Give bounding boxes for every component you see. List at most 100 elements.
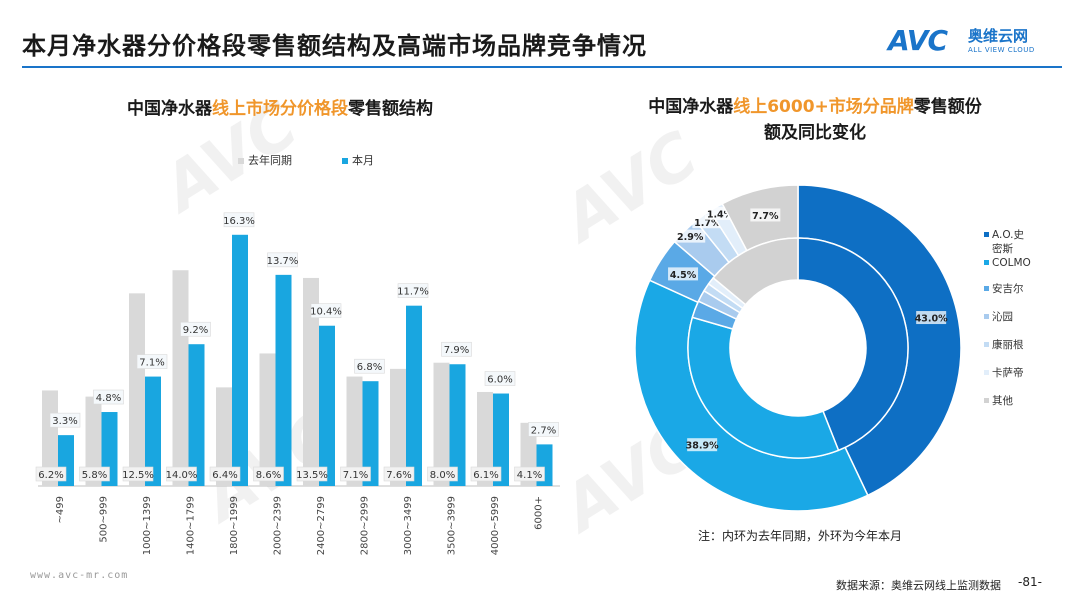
data-label-this-month: 6.0% [487, 375, 512, 386]
legend-last-year: 去年同期 [238, 152, 292, 168]
left-title-highlight: 线上市场分价格段 [212, 99, 348, 119]
bar-last-year [303, 277, 319, 486]
x-tick-label: 1800~1999 [229, 496, 240, 555]
data-label-this-month: 9.2% [183, 325, 208, 336]
website-url[interactable]: www.avc-mr.com [30, 570, 129, 581]
legend-this-month: 本月 [342, 152, 374, 168]
right-chart-title: 中国净水器线上6000+市场分品牌零售额份 额及同比变化 [600, 94, 1030, 146]
data-label-this-month: 7.1% [139, 358, 164, 369]
right-title-line2: 额及同比变化 [764, 123, 866, 143]
inner-ring-slice [687, 316, 840, 459]
label-box-last-year [427, 466, 458, 482]
data-source: 数据来源：奥维云网线上监测数据 [836, 579, 1001, 592]
label-box-last-year [296, 466, 328, 482]
logo-en: ALL VIEW CLOUD [968, 46, 1035, 54]
label-box-this-month [354, 358, 385, 374]
label-box-last-year [35, 466, 67, 482]
bar-this-month [362, 381, 379, 486]
legend-swatch [984, 342, 989, 347]
bar-this-month [406, 305, 422, 486]
label-box-this-month [397, 283, 429, 298]
data-label-last-year: 5.8% [82, 470, 107, 481]
slice-label: 2.9% [677, 232, 704, 243]
left-chart-title: 中国净水器线上市场分价格段零售额结构 [30, 94, 530, 119]
bar-this-month [145, 376, 161, 486]
label-box-last-year [514, 466, 545, 482]
page-title: 本月净水器分价格段零售额结构及高端市场品牌竞争情况 [22, 32, 647, 60]
data-label-this-month: 4.8% [96, 393, 121, 404]
legend-item-qinyuan: 沁园 [984, 310, 1031, 324]
label-box-this-month [528, 422, 559, 437]
bar-last-year [85, 396, 102, 486]
legend-label-last-year: 去年同期 [248, 154, 292, 167]
slice-label: 7.7% [752, 211, 779, 222]
bar-last-year [346, 376, 363, 486]
data-label-this-month: 10.4% [310, 307, 342, 318]
title-divider [22, 66, 1062, 68]
bar-this-month [232, 234, 248, 486]
slice-label-bg [687, 438, 718, 452]
label-box-this-month [49, 412, 81, 428]
bar-chart: 6.2% 3.3% ~499 5.8% 4.8% 500~999 12.5% 7.1% 1000… [35, 212, 560, 555]
slice-label: 4.5% [670, 270, 697, 281]
bar-last-year [129, 293, 145, 486]
label-box-this-month [93, 389, 124, 405]
bar-last-year [477, 391, 493, 486]
label-box-last-year [470, 466, 502, 482]
legend-item-casarte: 卡萨帝 [984, 366, 1031, 380]
legend-label: COLMO [992, 257, 1031, 269]
label-box-last-year [122, 466, 154, 482]
data-label-this-month: 13.7% [267, 256, 299, 267]
bar-this-month [319, 325, 335, 486]
label-box-this-month [136, 354, 168, 369]
legend-label: 沁园 [992, 311, 1013, 323]
legend-item-angel: 安吉尔 [984, 282, 1031, 296]
label-box-last-year [209, 466, 241, 482]
legend-swatch [984, 398, 989, 403]
label-box-this-month [484, 371, 516, 386]
data-label-last-year: 4.1% [517, 470, 542, 481]
data-label-last-year: 8.0% [430, 470, 455, 481]
legend-label: 安吉尔 [992, 283, 1024, 295]
label-box-this-month [223, 212, 255, 228]
x-tick-label: 3500~3999 [447, 496, 458, 555]
legend-label: 卡萨帝 [992, 367, 1024, 379]
x-tick-label: 2000~2399 [273, 496, 284, 555]
avc-logo: AVC 奥维云网 ALL VIEW CLOUD [888, 24, 1058, 60]
slice-label-bg [750, 208, 781, 222]
legend-item-colmo: COLMO [984, 256, 1031, 270]
data-label-this-month: 2.7% [531, 425, 556, 436]
x-tick-label: ~499 [55, 496, 66, 523]
x-tick-label: 2400~2799 [316, 496, 327, 555]
legend-swatch [984, 314, 989, 319]
data-label-this-month: 7.9% [444, 345, 469, 356]
slice-label-bg [916, 311, 947, 325]
left-title-pre: 中国净水器 [127, 99, 212, 119]
bar-last-year [259, 353, 276, 486]
x-tick-label: 1400~1799 [186, 496, 197, 555]
page-number: -81- [1018, 575, 1042, 589]
label-box-this-month [310, 303, 342, 319]
outer-ring-slice [634, 279, 869, 512]
legend-swatch [984, 232, 989, 237]
slice-label-bg [675, 229, 706, 243]
donut-chart: 43.0% 38.9% 4.5% 2.9% 1.7%1.4% 7.7% [634, 184, 962, 512]
bar-last-year [390, 368, 406, 486]
slice-label: 38.9% [686, 441, 719, 452]
legend-swatch [984, 260, 989, 265]
legend-item-culligan: 康丽根 [984, 338, 1031, 352]
x-tick-label: 1000~1399 [142, 496, 153, 555]
data-label-last-year: 14.0% [166, 470, 198, 481]
label-box-last-year [253, 466, 284, 482]
data-label-last-year: 7.1% [343, 470, 368, 481]
data-label-last-year: 7.6% [386, 470, 411, 481]
x-tick-label: 500~999 [99, 496, 110, 543]
data-label-last-year: 6.1% [473, 470, 498, 481]
label-box-this-month [180, 321, 211, 337]
bar-last-year [433, 362, 450, 486]
label-box-this-month [267, 252, 298, 268]
slice-label-bg [668, 267, 699, 281]
slice-label: 43.0% [915, 314, 948, 325]
data-label-this-month: 11.7% [397, 287, 429, 298]
legend-swatch [984, 286, 989, 291]
